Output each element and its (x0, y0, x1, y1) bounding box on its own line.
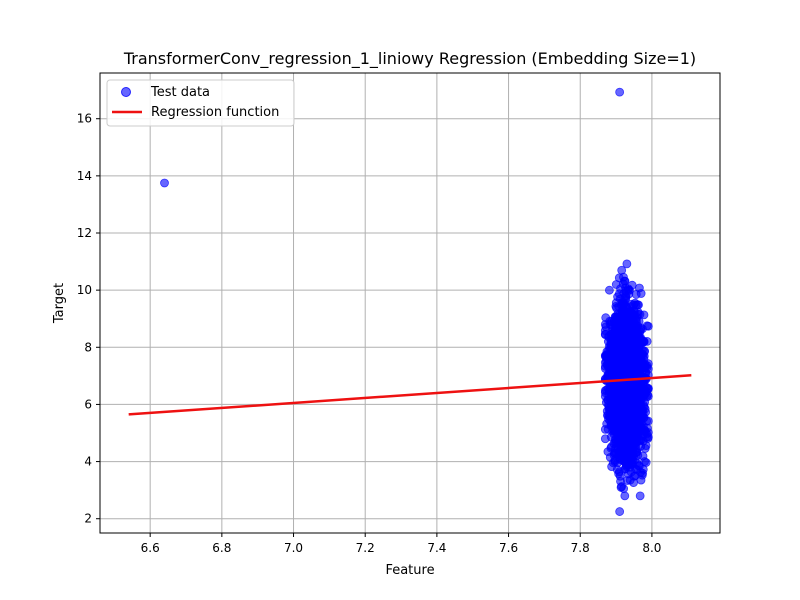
x-tick-label: 7.6 (499, 541, 518, 555)
data-point (634, 394, 644, 404)
y-tick-label: 10 (77, 283, 92, 297)
data-point (641, 441, 651, 451)
data-point (612, 384, 622, 394)
data-point (622, 259, 632, 269)
data-point (634, 357, 644, 367)
data-point (606, 421, 616, 431)
data-point (617, 450, 627, 460)
x-axis-label: Feature (385, 563, 434, 578)
data-point (600, 434, 610, 444)
data-point (615, 433, 624, 442)
plot-frame (99, 72, 721, 534)
data-point (614, 469, 624, 479)
data-point (610, 340, 619, 350)
data-point-outlier (160, 178, 169, 188)
data-point (621, 402, 630, 412)
data-point (632, 447, 642, 456)
data-point (606, 329, 616, 339)
data-point (624, 436, 634, 446)
y-tick-label: 6 (84, 397, 92, 411)
y-tick-label: 8 (84, 340, 92, 354)
data-point (618, 363, 628, 373)
data-point (609, 408, 619, 417)
regression-line-path (128, 374, 692, 416)
data-point (609, 399, 619, 409)
y-tick-label: 2 (84, 512, 92, 526)
data-point (622, 303, 632, 313)
data-point (639, 310, 649, 320)
x-tick-label: 6.8 (212, 541, 231, 555)
data-point (643, 384, 653, 394)
data-point (631, 315, 641, 324)
legend: Test data Regression function (106, 79, 295, 127)
data-point (627, 323, 637, 332)
y-tick-label: 14 (77, 169, 92, 183)
data-point (624, 423, 634, 432)
data-point (600, 361, 610, 371)
data-point (639, 351, 649, 361)
data-point (635, 491, 645, 501)
x-tick-label: 7.4 (427, 541, 446, 555)
x-axis-ticks: 6.6 6.8 7.0 7.2 7.4 7.6 7.8 8.0 (141, 533, 661, 555)
data-point (604, 370, 614, 380)
y-tick-label: 12 (77, 226, 92, 240)
x-tick-label: 7.2 (356, 541, 375, 555)
data-point (604, 346, 613, 356)
data-point (637, 470, 647, 480)
data-point (617, 482, 627, 491)
data-point (624, 391, 633, 401)
data-point (605, 285, 614, 295)
data-point (632, 465, 641, 474)
legend-marker-test-data (121, 87, 131, 97)
x-tick-label: 8.0 (642, 541, 661, 555)
data-point-outlier (615, 507, 625, 516)
y-tick-label: 4 (84, 455, 92, 469)
data-point (614, 289, 624, 299)
x-tick-label: 7.8 (571, 541, 590, 555)
legend-box (106, 79, 295, 127)
data-point (620, 491, 630, 501)
data-point (621, 295, 630, 304)
data-point (624, 357, 634, 367)
data-point (642, 429, 652, 439)
data-point (629, 403, 639, 413)
y-tick-label: 16 (77, 112, 92, 126)
data-point (631, 290, 641, 299)
legend-label-test-data: Test data (150, 85, 210, 100)
x-tick-label: 7.0 (284, 541, 303, 555)
data-point (618, 279, 628, 289)
regression-line (128, 374, 692, 416)
data-point (626, 331, 636, 341)
y-axis-label: Target (52, 283, 67, 324)
data-point (629, 430, 638, 440)
data-point (637, 336, 647, 345)
data-point (607, 442, 616, 452)
data-point-outlier (615, 87, 625, 97)
data-point (619, 316, 629, 326)
data-point (623, 341, 632, 351)
x-tick-label: 6.6 (141, 541, 160, 555)
data-point (634, 414, 643, 424)
chart-title: TransformerConv_regression_1_liniowy Reg… (123, 49, 696, 69)
data-point (610, 455, 620, 465)
legend-label-regression: Regression function (151, 105, 279, 120)
data-point (633, 300, 642, 310)
data-point (617, 420, 627, 429)
data-point (605, 319, 615, 329)
data-point (624, 456, 634, 466)
y-axis-ticks: 2 4 6 8 10 12 14 16 (77, 112, 100, 526)
